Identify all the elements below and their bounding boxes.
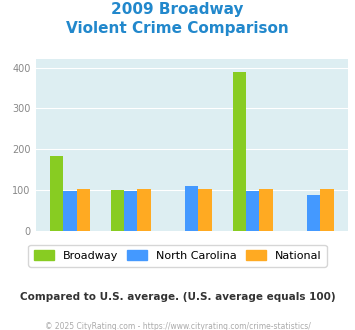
Bar [307, 195, 320, 231]
Bar [137, 189, 151, 231]
Bar [50, 156, 63, 231]
Bar [124, 191, 137, 231]
Bar [63, 191, 77, 231]
Bar [233, 73, 246, 231]
Bar [246, 191, 260, 231]
Bar [320, 189, 334, 231]
Legend: Broadway, North Carolina, National: Broadway, North Carolina, National [28, 245, 327, 267]
Text: © 2025 CityRating.com - https://www.cityrating.com/crime-statistics/: © 2025 CityRating.com - https://www.city… [45, 322, 310, 330]
Bar [198, 189, 212, 231]
Text: Violent Crime Comparison: Violent Crime Comparison [66, 21, 289, 36]
Text: Compared to U.S. average. (U.S. average equals 100): Compared to U.S. average. (U.S. average … [20, 292, 335, 302]
Bar [111, 190, 124, 231]
Text: 2009 Broadway: 2009 Broadway [111, 2, 244, 16]
Bar [77, 189, 90, 231]
Bar [185, 186, 198, 231]
Bar [260, 189, 273, 231]
